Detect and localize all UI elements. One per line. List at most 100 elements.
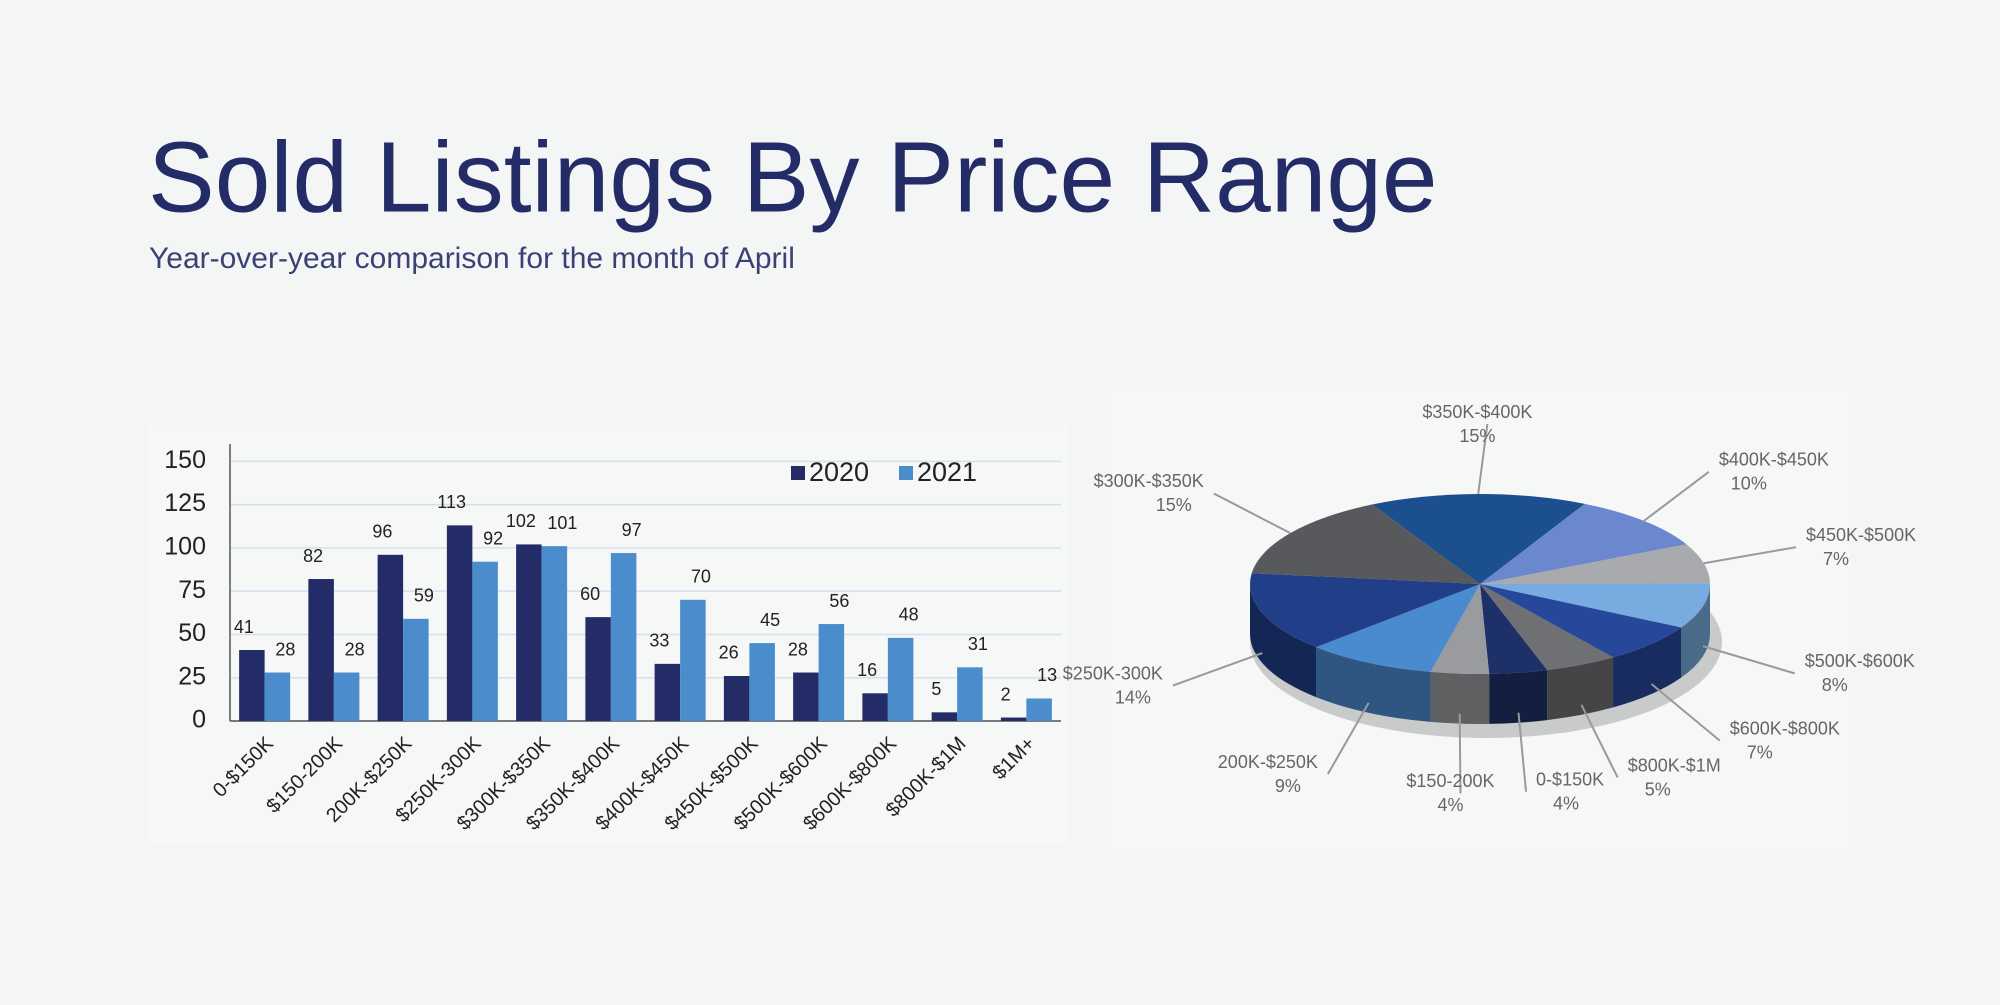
leader-line [1580,704,1619,779]
slice-value-label: 7% [1747,742,1773,762]
pie-slice [1480,544,1710,584]
data-label: 33 [649,631,669,651]
pie-slice [1251,504,1480,584]
y-tick-label: 150 [164,446,206,474]
bar [541,546,568,721]
pie-slice [1430,584,1490,674]
bar [610,553,637,721]
data-label: 13 [1037,665,1057,685]
data-label: 41 [234,617,254,637]
leader-line [1458,713,1462,794]
data-label: 102 [506,511,536,531]
bar [446,525,473,721]
bar [793,672,819,721]
bar [1000,717,1027,721]
bar [818,624,845,721]
slice-label: $400K-$450K [1719,450,1829,470]
slice-value-label: 9% [1275,776,1301,796]
slice-value-label: 14% [1115,687,1151,707]
data-label: 113 [437,492,466,512]
data-label: 101 [547,513,577,533]
bar [887,637,914,721]
y-tick-label: 100 [164,532,206,560]
slice-value-label: 4% [1553,793,1579,813]
leader-line [1703,546,1797,565]
leader-line [1477,423,1489,495]
data-label: 92 [483,528,503,548]
data-label: 60 [580,584,600,604]
pie-chart: $350K-$400K 15% $400K-$450K 10% $450K-$500K 7… [1063,402,1916,815]
slice-value-label: 10% [1731,474,1767,494]
data-label: 56 [829,591,849,611]
bar [862,693,888,721]
bar [403,618,429,721]
leader-line [1327,702,1370,775]
legend-swatch [791,466,805,480]
pie-slice-side [1249,584,1317,698]
slice-value-label: 15% [1156,495,1192,515]
pie-slice-side [1681,584,1710,678]
bar [957,667,983,721]
bar [264,672,291,721]
y-tick-label: 125 [164,489,206,517]
bar [931,712,958,721]
pie-slice-side [1547,657,1614,721]
data-label: 82 [303,546,323,566]
slice-label: $150-200K [1406,771,1494,791]
data-label: 48 [899,605,919,625]
data-label: 16 [857,660,877,680]
slice-label: $500K-$600K [1805,651,1915,671]
y-tick-label: 25 [178,662,206,690]
page-title: Sold Listings By Price Range [148,121,1438,233]
legend-swatch [899,466,913,480]
slice-label: $300K-$350K [1094,471,1204,491]
bar [723,675,750,721]
pie-slice [1480,503,1687,584]
slice-value-label: 7% [1823,549,1849,569]
y-tick-label: 50 [178,619,206,647]
bar [516,544,542,721]
slice-label: $600K-$800K [1730,718,1840,738]
slice-value-label: 15% [1459,426,1495,446]
slice-label: 200K-$250K [1218,752,1318,772]
slice-label: 0-$150K [1536,769,1604,789]
bar [377,554,404,721]
slice-value-label: 5% [1645,779,1671,799]
slice-label: $450K-$500K [1806,525,1916,545]
bar [585,617,611,721]
leader-line [1643,470,1710,522]
data-label: 96 [372,522,392,542]
pie-slice [1480,584,1682,658]
slice-value-label: 8% [1822,675,1848,695]
data-label: 59 [414,586,434,606]
data-label: 31 [968,634,988,654]
leader-line [1650,683,1721,742]
slice-value-label: 4% [1437,795,1463,815]
bar [308,579,334,721]
pie-slice [1316,584,1480,672]
bar [749,643,775,721]
bar [654,663,681,721]
page-subtitle: Year-over-year comparison for the month … [149,242,795,275]
data-label: 28 [275,639,295,659]
leader-line [1702,645,1795,675]
bar [680,599,706,721]
slice-label: $350K-$400K [1422,402,1532,422]
pie-slice [1480,584,1548,674]
data-label: 28 [345,639,365,659]
data-label: 2 [1001,684,1011,704]
bar [1026,698,1052,721]
bar [472,561,498,721]
y-tick-label: 0 [192,706,206,734]
pie-slice-side [1316,647,1431,722]
pie-slice [1372,493,1585,584]
slice-label: $800K-$1M [1628,755,1721,775]
legend-label: 2020 [809,457,869,487]
data-label: 5 [931,679,941,699]
slice-label: $250K-300K [1063,663,1163,683]
pie-slice-side [1430,671,1490,724]
data-label: 97 [622,520,642,540]
pie-slice [1480,584,1614,671]
pie-slice-side [1613,627,1682,708]
